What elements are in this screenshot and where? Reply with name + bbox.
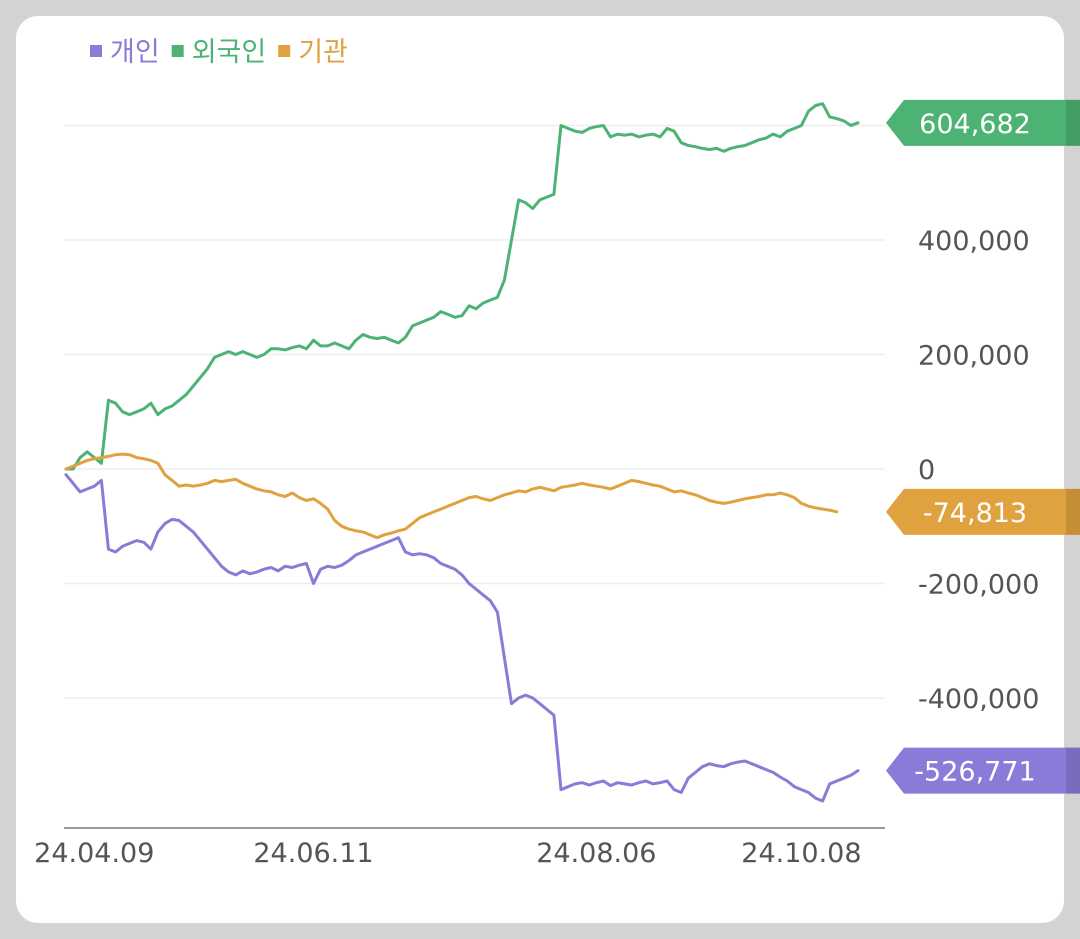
end-badge-shade-1 (1066, 488, 1080, 535)
y-tick-label-1: 200,000 (918, 341, 1030, 372)
y-tick-label-4: -400,000 (918, 684, 1039, 715)
series-lines (64, 102, 860, 803)
grid-lines (64, 124, 885, 699)
series-line-1 (64, 452, 839, 540)
end-badge-label-0: 604,682 (919, 109, 1031, 140)
end-badge-label-2: -526,771 (914, 757, 1035, 788)
x-axis: 24.04.09 24.06.11 24.08.06 24.10.08 (34, 827, 885, 869)
y-tick-label-2: 0 (918, 455, 935, 486)
legend-swatch-1 (171, 45, 184, 57)
end-badge-label-1: -74,813 (923, 498, 1027, 529)
x-tick-label-3: 24.10.08 (741, 838, 861, 869)
y-axis-ticks: 400,000 200,000 0 -200,000 -400,000 (918, 226, 1039, 715)
end-badge-shade-0 (1066, 99, 1080, 146)
end-badge-1 (886, 488, 1080, 535)
end-value-badges: 604,682 -74,813 -526,771 (886, 99, 1080, 794)
series-line-2 (64, 473, 860, 803)
legend-swatch-2 (278, 45, 291, 57)
end-badge-shade-2 (1066, 747, 1080, 794)
legend-label-2: 기관 (298, 37, 348, 68)
x-tick-label-1: 24.06.11 (253, 838, 373, 869)
y-tick-label-3: -200,000 (918, 570, 1039, 601)
legend-label-1: 외국인 (192, 37, 267, 68)
y-tick-label-0: 400,000 (918, 226, 1030, 257)
legend-swatch-0 (90, 45, 102, 57)
end-badge-0 (886, 99, 1080, 146)
x-tick-label-2: 24.08.06 (536, 838, 656, 869)
x-tick-label-0: 24.04.09 (34, 838, 154, 869)
end-badge-2 (886, 747, 1080, 794)
series-line-0 (64, 102, 860, 471)
legend-label-0: 개인 (110, 37, 160, 68)
legend: 개인 외국인 기관 (90, 37, 348, 68)
